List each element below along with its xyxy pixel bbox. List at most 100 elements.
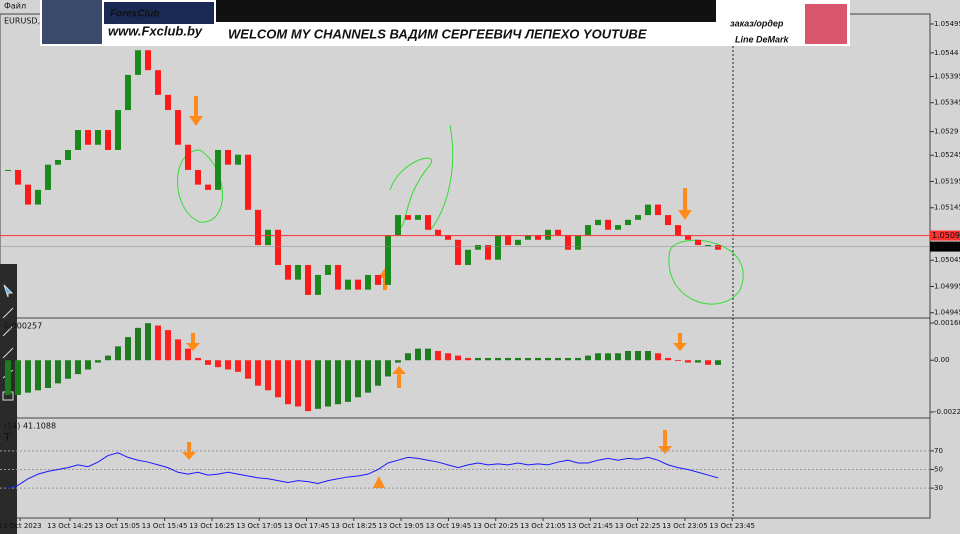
candle [405, 215, 411, 220]
banner-photo [42, 0, 102, 44]
rsi-line [7, 452, 719, 489]
candle [5, 169, 11, 171]
candle [115, 110, 121, 150]
histogram-bar [515, 357, 521, 361]
histogram-bar [185, 348, 191, 361]
tool-text-icon[interactable]: T [3, 431, 11, 444]
banner-flag [805, 4, 847, 44]
drawing-toolbar [0, 264, 17, 534]
candle [35, 189, 41, 205]
candle [415, 215, 421, 220]
histogram-bar [335, 360, 341, 405]
candle [525, 235, 531, 240]
candle [215, 149, 221, 190]
histogram-bar [615, 353, 621, 361]
candle [245, 154, 251, 210]
y-tick-label: 1.05395 [934, 72, 960, 80]
histogram-bar [445, 353, 451, 361]
banner-brand: Line DeMark [735, 34, 790, 44]
y-tick-label: 1.05045 [934, 256, 960, 264]
y-tick-label: 1.05145 [934, 204, 960, 212]
candle [325, 264, 331, 275]
candle [705, 245, 711, 247]
menu-file[interactable]: Файл [4, 2, 26, 11]
y-tick-label: 1.05245 [934, 151, 960, 159]
price-tag [930, 230, 960, 241]
tool-ray[interactable] [2, 325, 14, 337]
histogram-bar [225, 360, 231, 370]
histogram-bar [375, 360, 381, 386]
histogram-bar [65, 360, 71, 379]
candle [45, 164, 51, 190]
histogram-bar [385, 360, 391, 377]
x-tick-label: 13 Oct 19:45 [426, 522, 472, 530]
candle [715, 245, 721, 250]
histogram-bar [505, 357, 511, 361]
histogram-bar [415, 348, 421, 361]
histogram-bar [35, 360, 41, 391]
histogram-bar [25, 360, 31, 393]
candle [465, 249, 471, 265]
tool-trendline[interactable] [2, 307, 14, 319]
histogram-bar [695, 360, 701, 363]
histogram-bar [265, 360, 271, 391]
histogram-bar [585, 355, 591, 361]
histogram-bar [365, 360, 371, 393]
histogram-bar [5, 360, 11, 395]
tool-pointer[interactable] [3, 284, 14, 298]
candle [515, 239, 521, 246]
tool-line[interactable] [2, 347, 14, 359]
y-tick-label: 1.05345 [934, 99, 960, 107]
candle [355, 279, 361, 290]
histogram-bar [705, 360, 711, 365]
y-tick-label: 70 [934, 447, 943, 455]
candle [485, 245, 491, 260]
candle [435, 229, 441, 236]
histogram-bar [325, 360, 331, 407]
histogram-bar [255, 360, 261, 386]
candle [85, 130, 91, 145]
histogram-bar [555, 357, 561, 361]
histogram-bar [215, 360, 221, 368]
candle [505, 235, 511, 246]
candle [125, 74, 131, 111]
histogram-bar [395, 360, 401, 363]
candle [635, 215, 641, 220]
y-tick-label: 1.04995 [934, 282, 960, 290]
candle [385, 235, 391, 285]
x-tick-label: 13 Oct 15:05 [94, 522, 140, 530]
candle [285, 264, 291, 280]
y-tick-label: 1.04945 [934, 309, 960, 317]
histogram-bar [115, 346, 121, 361]
candle [105, 130, 111, 150]
candle [335, 264, 341, 290]
banner-strip [216, 0, 716, 22]
x-tick-label: 13 Oct 15:45 [142, 522, 188, 530]
x-tick-label: 13 Oct 21:45 [567, 522, 613, 530]
histogram-bar [465, 357, 471, 361]
x-tick-label: 13 Oct 21:05 [520, 522, 566, 530]
candle [585, 225, 591, 236]
banner-logo: ForexClub [110, 9, 159, 20]
histogram-bar [105, 355, 111, 361]
symbol-label: EURUSD,M5 [4, 17, 52, 26]
histogram-bar [685, 360, 691, 363]
candle [695, 239, 701, 246]
histogram-bar [285, 360, 291, 405]
histogram-bar [665, 357, 671, 361]
candle [375, 274, 381, 285]
x-tick-label: 13 Oct 22:25 [615, 522, 661, 530]
x-tick-label: 13 Oct 23:45 [709, 522, 755, 530]
histogram-bar [405, 353, 411, 361]
banner-text: WELCOM MY CHANNELS ВАДИМ СЕРГЕЕВИЧ ЛЕПЕХ… [228, 26, 647, 41]
histogram-bar [565, 357, 571, 361]
histogram-bar [655, 353, 661, 361]
histogram-bar [535, 357, 541, 361]
candle [615, 225, 621, 230]
histogram-bar [675, 360, 681, 362]
x-tick-label: 13 Oct 16:25 [189, 522, 235, 530]
candle [445, 235, 451, 240]
candle [205, 184, 211, 190]
candle [455, 239, 461, 265]
